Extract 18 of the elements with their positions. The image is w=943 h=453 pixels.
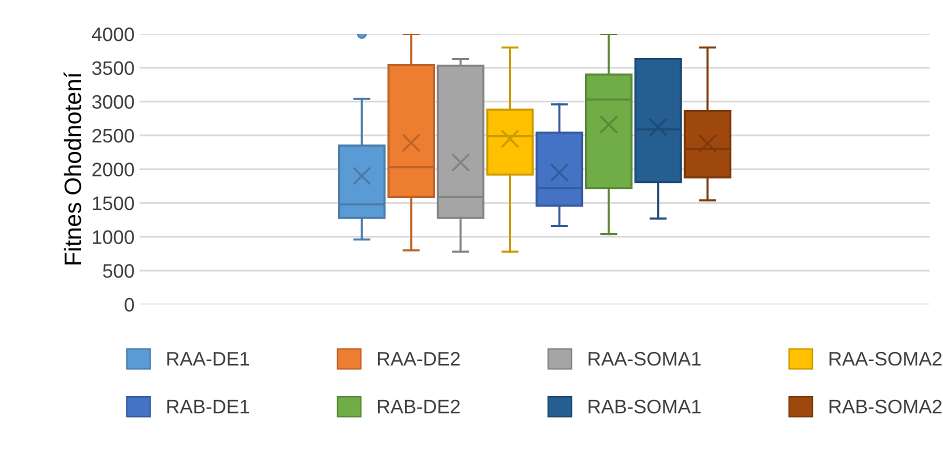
legend-label: RAB-SOMA2 — [830, 400, 942, 414]
y-tick-label: 3500 — [92, 61, 134, 76]
y-tick-label: 3000 — [92, 95, 134, 109]
legend-label: RAB-SOMA1 — [588, 400, 701, 414]
y-tick-label: 4000 — [92, 27, 134, 42]
y-tick-label: 2000 — [92, 162, 134, 176]
legend-label: RAA-DE1 — [167, 352, 250, 366]
legend-label: RAA-DE2 — [378, 352, 460, 366]
y-axis-title: Fitnes Ohodnotení — [64, 72, 82, 264]
legend-label: RAB-DE1 — [167, 400, 250, 414]
y-tick-label: 0 — [124, 298, 134, 312]
y-tick-label: 1000 — [92, 230, 134, 244]
legend-label: RAA-SOMA1 — [588, 352, 701, 366]
legend-label: RAB-DE2 — [378, 400, 460, 414]
y-tick-label: 500 — [103, 264, 134, 278]
y-tick-label: 1500 — [92, 196, 134, 210]
legend-label: RAA-SOMA2 — [830, 352, 942, 366]
y-tick-label: 2500 — [92, 128, 134, 143]
